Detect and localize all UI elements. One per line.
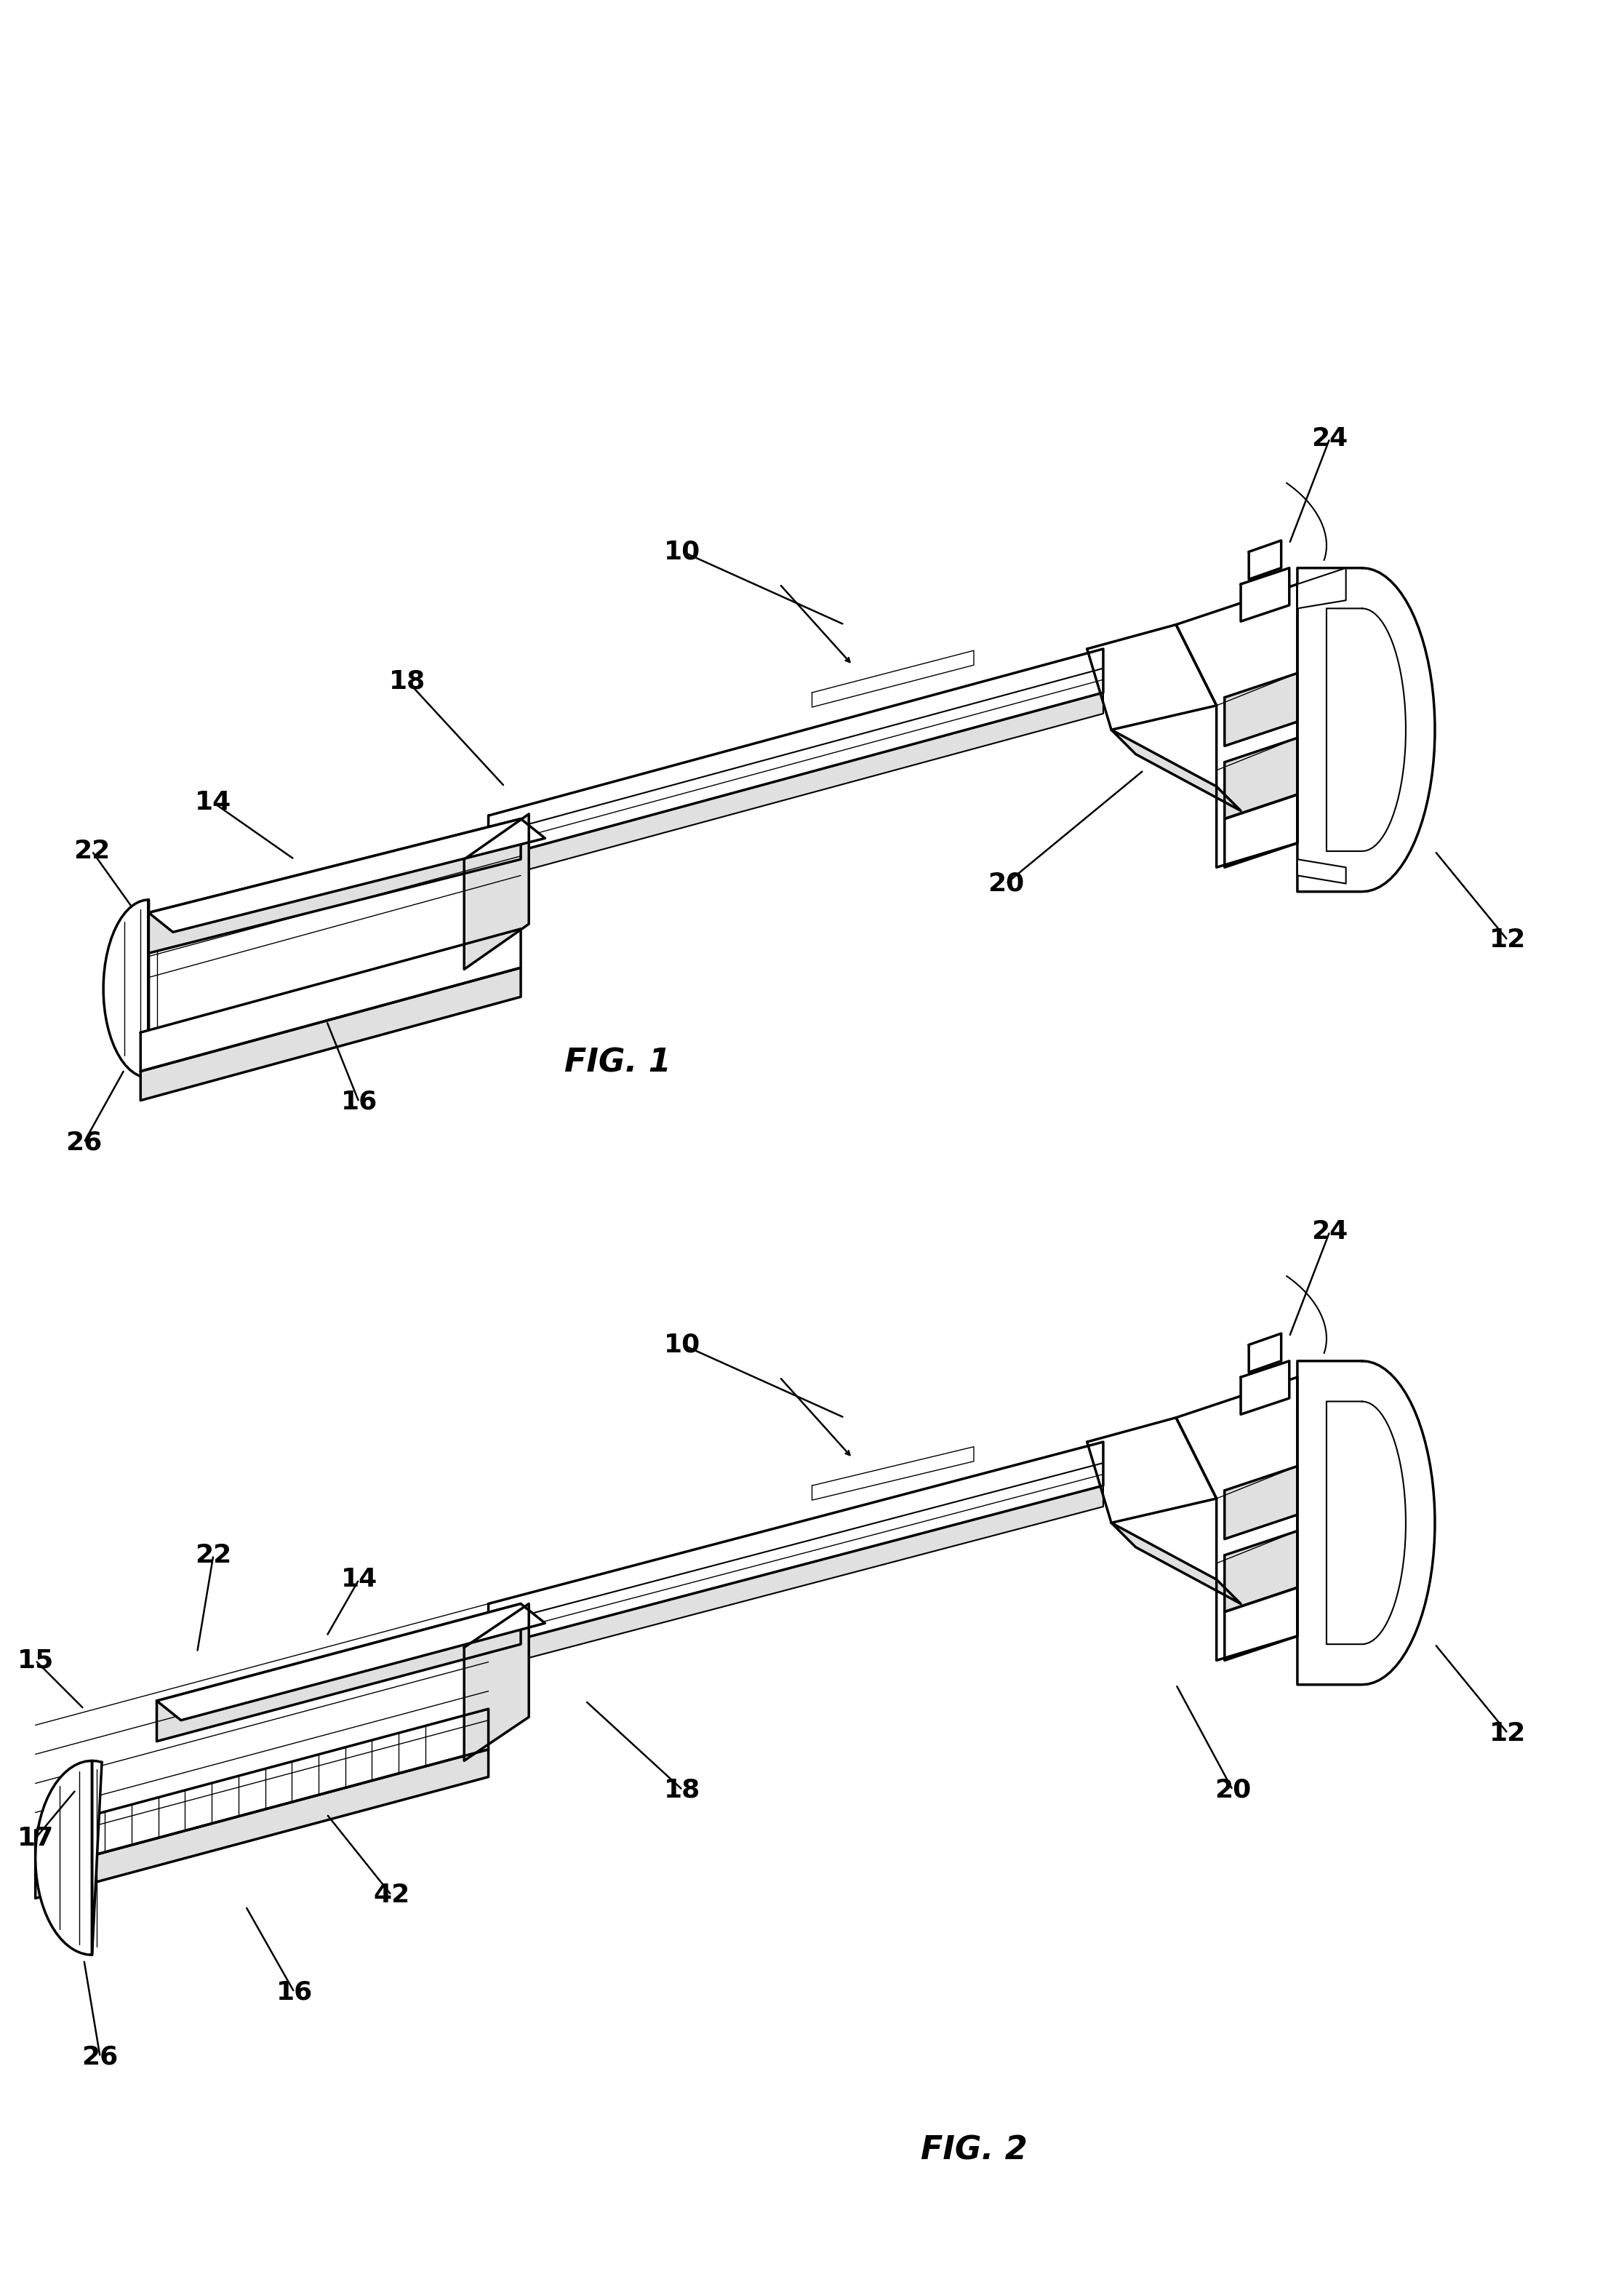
Polygon shape [1224, 674, 1298, 745]
Polygon shape [149, 818, 546, 932]
Polygon shape [1111, 1522, 1241, 1604]
Polygon shape [36, 1762, 102, 1956]
Polygon shape [104, 900, 149, 1079]
Polygon shape [158, 1604, 546, 1721]
Polygon shape [1086, 1417, 1216, 1522]
Polygon shape [36, 1709, 489, 1871]
Polygon shape [1298, 569, 1346, 608]
Polygon shape [141, 969, 521, 1101]
Text: FIG. 2: FIG. 2 [921, 2134, 1026, 2166]
Text: 17: 17 [18, 1826, 54, 1851]
Text: 20: 20 [987, 871, 1025, 896]
Text: 10: 10 [664, 1332, 702, 1357]
Text: 12: 12 [1489, 928, 1527, 953]
Polygon shape [1176, 1378, 1298, 1661]
Text: 14: 14 [195, 791, 232, 816]
Text: 22: 22 [195, 1542, 232, 1568]
Polygon shape [1241, 569, 1289, 622]
Polygon shape [158, 1604, 521, 1741]
Polygon shape [1224, 795, 1298, 868]
Polygon shape [1111, 729, 1241, 811]
Text: 14: 14 [341, 1568, 377, 1593]
Polygon shape [149, 818, 521, 953]
Polygon shape [489, 692, 1103, 880]
Text: FIG. 1: FIG. 1 [565, 1047, 671, 1079]
Text: 24: 24 [1312, 1220, 1348, 1243]
Polygon shape [36, 1750, 489, 1899]
Text: 18: 18 [664, 1778, 702, 1803]
Text: 16: 16 [276, 1979, 312, 2004]
Polygon shape [1224, 1531, 1298, 1611]
Polygon shape [812, 1446, 974, 1501]
Polygon shape [489, 649, 1103, 859]
Polygon shape [464, 813, 529, 969]
Polygon shape [812, 651, 974, 706]
Polygon shape [1086, 624, 1216, 729]
Polygon shape [1327, 1401, 1406, 1645]
Polygon shape [1298, 569, 1436, 891]
Text: 22: 22 [73, 839, 110, 864]
Polygon shape [1298, 859, 1346, 884]
Polygon shape [489, 1485, 1103, 1668]
Text: 20: 20 [1215, 1778, 1250, 1803]
Text: 18: 18 [390, 670, 425, 695]
Polygon shape [1298, 1362, 1436, 1684]
Text: 42: 42 [374, 1883, 409, 1908]
Text: 16: 16 [341, 1090, 377, 1115]
Polygon shape [1249, 542, 1281, 580]
Polygon shape [1249, 1334, 1281, 1373]
Text: 26: 26 [81, 2045, 119, 2070]
Text: 12: 12 [1489, 1721, 1527, 1746]
Polygon shape [141, 930, 521, 1072]
Polygon shape [1224, 1467, 1298, 1540]
Polygon shape [1241, 1362, 1289, 1414]
Polygon shape [1224, 738, 1298, 818]
Polygon shape [1224, 1588, 1298, 1661]
Text: 15: 15 [18, 1647, 54, 1673]
Polygon shape [464, 1604, 529, 1762]
Text: 24: 24 [1312, 425, 1348, 450]
Polygon shape [1327, 608, 1406, 852]
Polygon shape [1176, 585, 1298, 868]
Polygon shape [489, 1442, 1103, 1647]
Text: 10: 10 [664, 539, 702, 564]
Text: 26: 26 [65, 1131, 102, 1154]
